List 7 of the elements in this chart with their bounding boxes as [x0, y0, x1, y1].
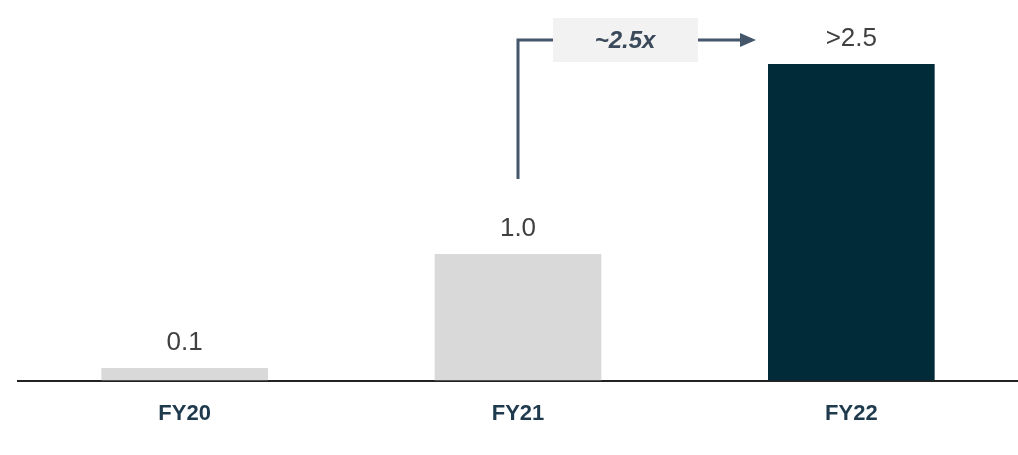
data-label: 1.0: [499, 212, 537, 243]
text: ~2.5x: [552, 18, 698, 62]
x-tick-label: FY20: [158, 399, 211, 425]
data-label: 0.1: [166, 326, 203, 357]
x-tick-label: FY21: [491, 399, 545, 425]
x-tick-label: FY22: [825, 399, 878, 425]
data-label: >2.5: [825, 22, 877, 53]
